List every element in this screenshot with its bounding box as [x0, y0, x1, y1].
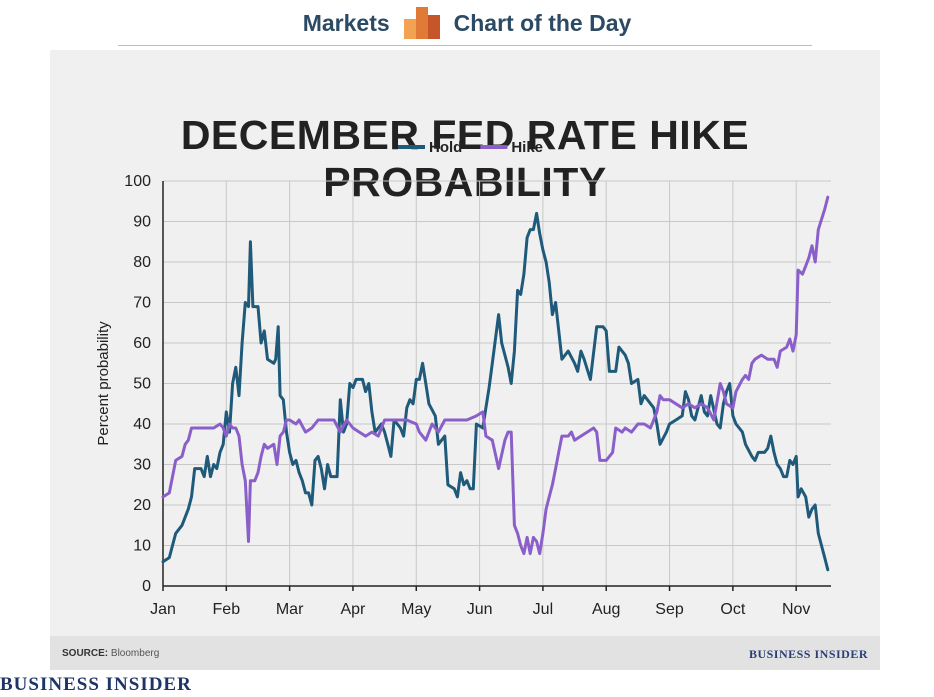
- chart-of-the-day-header: Markets Chart of the Day: [0, 0, 934, 46]
- y-tick-label: 0: [142, 578, 151, 595]
- source-note: SOURCE: Bloomberg: [62, 648, 159, 659]
- y-tick-label: 20: [133, 497, 151, 514]
- chart-card: DECEMBER FED RATE HIKE PROBABILITY 0 10 20…: [50, 50, 880, 670]
- chart-title: DECEMBER FED RATE HIKE PROBABILITY: [180, 112, 750, 205]
- series-line-hike: [161, 195, 830, 556]
- y-tick-label: 80: [133, 254, 151, 271]
- y-tick-label: 100: [124, 173, 151, 190]
- y-tick-label: 70: [133, 295, 151, 312]
- bar-chart-logo-icon: [403, 7, 440, 39]
- source-value: Bloomberg: [110, 648, 160, 659]
- business-insider-logo: BUSINESS INSIDER: [0, 674, 192, 695]
- x-tick-label: Feb: [213, 601, 241, 618]
- business-insider-logo-small: BUSINESS INSIDER: [748, 647, 868, 661]
- chart-of-the-day-label: Chart of the Day: [453, 9, 632, 36]
- header-divider: [118, 45, 812, 46]
- markets-label: Markets: [302, 9, 390, 36]
- y-tick-label: 10: [133, 538, 151, 555]
- legend-label-hold: Hold: [429, 139, 462, 156]
- x-tick-label: Aug: [592, 601, 620, 618]
- line-chart: 0 10 20 30 40 50 60 70 80 90 100 Jan Feb Mar Apr May Jun…: [95, 139, 831, 618]
- y-tick-label: 90: [133, 214, 151, 231]
- y-tick-label: 60: [133, 335, 151, 352]
- x-tick-label: Jan: [150, 601, 176, 618]
- y-axis-label: Percent probability: [95, 321, 112, 446]
- axes: 0 10 20 30 40 50 60 70 80 90 100 Jan Feb Mar Apr May Jun…: [95, 173, 831, 618]
- x-tick-label: Oct: [720, 601, 745, 618]
- x-tick-label: Nov: [782, 601, 810, 618]
- y-tick-label: 30: [133, 457, 151, 474]
- legend-label-hike: Hike: [511, 139, 543, 156]
- x-tick-label: May: [401, 601, 431, 618]
- x-tick-label: Sep: [655, 601, 684, 618]
- x-tick-label: Apr: [340, 601, 366, 618]
- chart-footer: SOURCE: Bloomberg BUSINESS INSIDER: [50, 636, 880, 670]
- x-tick-label: Jun: [467, 601, 493, 618]
- series-lines: [161, 195, 830, 572]
- legend: Hold Hike: [398, 139, 543, 156]
- source-label: SOURCE:: [62, 648, 109, 659]
- x-tick-label: Mar: [276, 601, 304, 618]
- series-line-hold: [161, 211, 830, 572]
- y-tick-label: 50: [133, 376, 151, 393]
- y-tick-label: 40: [133, 416, 151, 433]
- x-tick-label: Jul: [533, 601, 553, 618]
